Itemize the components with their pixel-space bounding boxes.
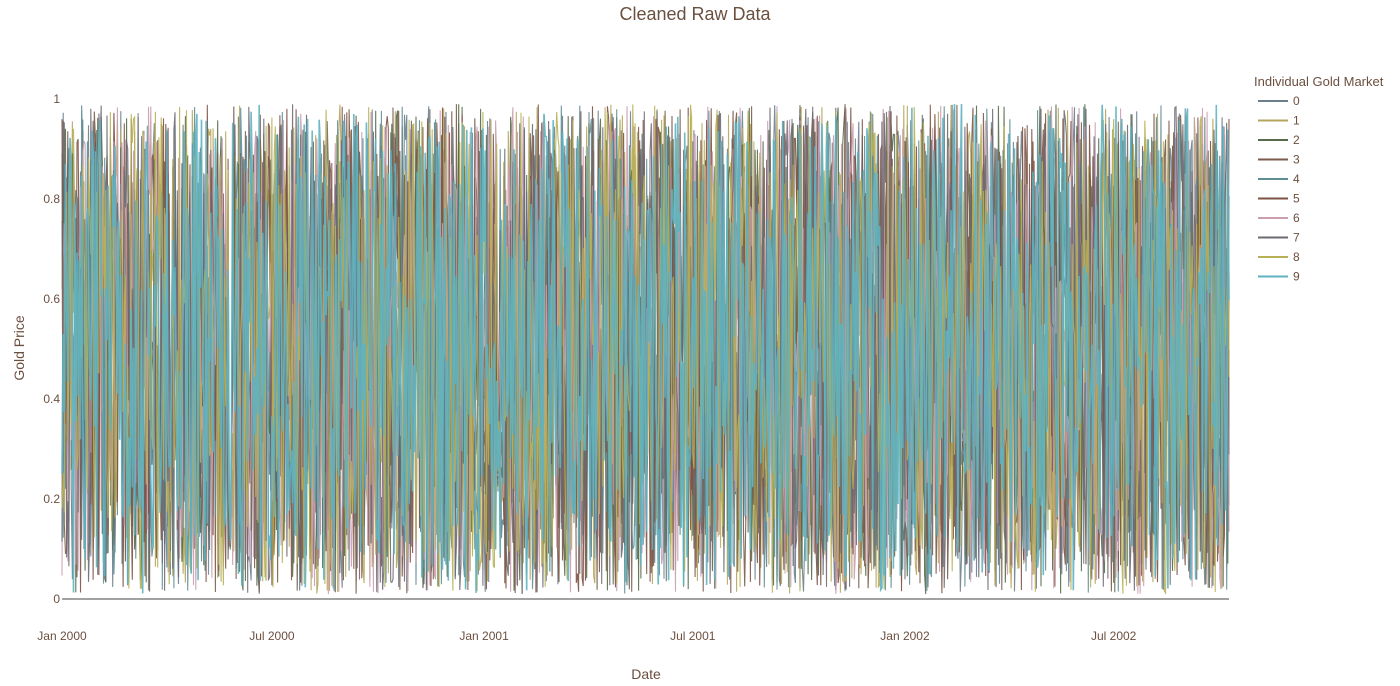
- plot-area: [61, 103, 1230, 595]
- x-tick-label: Jan 2002: [880, 629, 930, 643]
- y-tick-label: 0.8: [43, 192, 60, 206]
- legend-item-7[interactable]: 7: [1258, 231, 1300, 245]
- legend-label: 9: [1293, 270, 1300, 284]
- legend-item-9[interactable]: 9: [1258, 270, 1300, 284]
- legend-item-6[interactable]: 6: [1258, 211, 1300, 225]
- x-axis-ticks: Jan 2000 Jul 2000 Jan 2001 Jul 2001 Jan 2002…: [37, 629, 1136, 643]
- x-tick-label: Jan 2001: [459, 629, 509, 643]
- y-axis-ticks: 0 0.2 0.4 0.6 0.8 1: [43, 92, 60, 606]
- legend-title: Individual Gold Market: [1254, 74, 1384, 89]
- legend-item-8[interactable]: 8: [1258, 250, 1300, 264]
- legend-label: 4: [1293, 172, 1300, 186]
- x-tick-label: Jul 2002: [1091, 629, 1137, 643]
- x-axis-title: Date: [631, 666, 661, 682]
- legend-item-2[interactable]: 2: [1258, 133, 1300, 147]
- x-tick-label: Jan 2000: [37, 629, 87, 643]
- legend-label: 2: [1293, 133, 1300, 147]
- x-tick-label: Jul 2001: [670, 629, 716, 643]
- y-tick-label: 1: [53, 92, 60, 106]
- y-tick-label: 0.4: [43, 392, 60, 406]
- x-tick-label: Jul 2000: [249, 629, 295, 643]
- legend-label: 3: [1293, 153, 1300, 167]
- legend: Individual Gold Market 0 1 2 3 4 5 6 7 8 9: [1254, 74, 1384, 284]
- legend-label: 0: [1293, 94, 1300, 108]
- legend-label: 1: [1293, 114, 1300, 128]
- legend-item-5[interactable]: 5: [1258, 192, 1300, 206]
- series-line-9: [61, 103, 1230, 594]
- y-tick-label: 0.6: [43, 292, 60, 306]
- y-axis-title: Gold Price: [11, 315, 27, 381]
- y-tick-label: 0: [53, 592, 60, 606]
- legend-item-3[interactable]: 3: [1258, 153, 1300, 167]
- legend-item-4[interactable]: 4: [1258, 172, 1300, 186]
- legend-item-1[interactable]: 1: [1258, 114, 1300, 128]
- legend-label: 8: [1293, 250, 1300, 264]
- chart-title: Cleaned Raw Data: [619, 4, 771, 24]
- legend-label: 5: [1293, 192, 1300, 206]
- legend-item-0[interactable]: 0: [1258, 94, 1300, 108]
- y-tick-label: 0.2: [43, 492, 60, 506]
- legend-label: 6: [1293, 211, 1300, 225]
- legend-label: 7: [1293, 231, 1300, 245]
